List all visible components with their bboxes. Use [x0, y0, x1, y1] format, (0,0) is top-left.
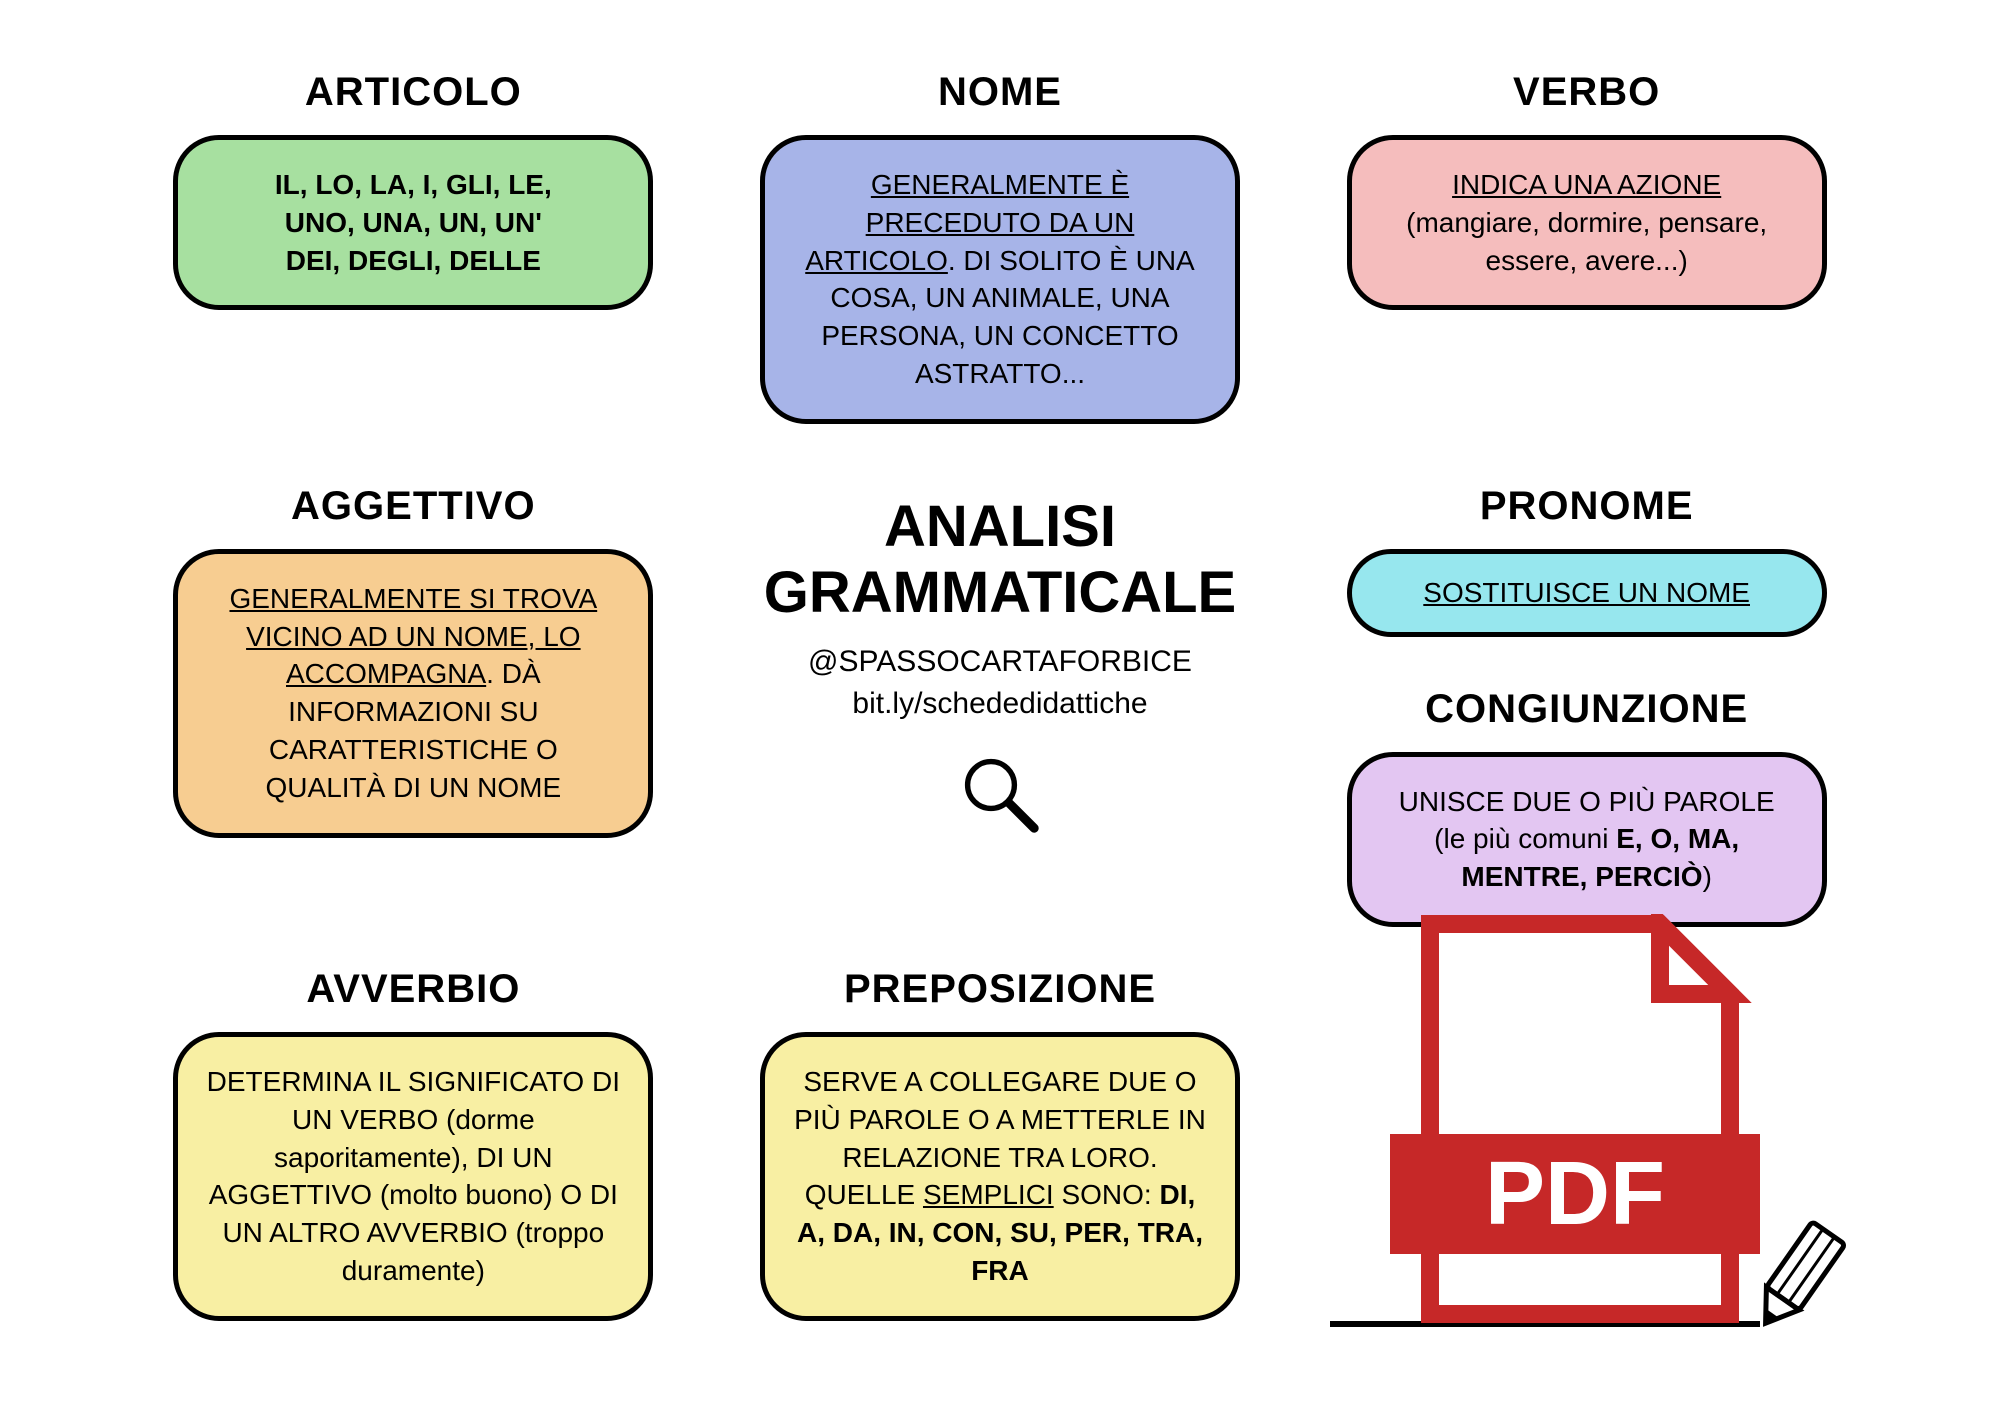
center-subtitle: @SPASSOCARTAFORBICE bit.ly/schededidatti… [808, 641, 1192, 725]
main-title: ANALISI GRAMMATICALE [764, 494, 1237, 627]
heading-congiunzione: CONGIUNZIONE [1425, 687, 1748, 732]
main-title-line1: ANALISI [764, 494, 1237, 561]
center-url: bit.ly/schededidattiche [808, 683, 1192, 725]
col-nome: NOME GENERALMENTE È PRECEDUTO DA UN ARTI… [737, 70, 1264, 424]
col-right-mid: PRONOME SOSTITUISCE UN NOME CONGIUNZIONE… [1323, 484, 1850, 927]
card-preposizione: SERVE A COLLEGARE DUE O PIÙ PAROLE O A M… [760, 1032, 1240, 1321]
col-articolo: ARTICOLO IL, LO, LA, I, GLI, LE, UNO, UN… [150, 70, 677, 310]
magnifier-icon [955, 749, 1045, 839]
pdf-label: PDF [1485, 1144, 1665, 1244]
preposizione-underlined: SEMPLICI [923, 1179, 1054, 1210]
card-pronome: SOSTITUISCE UN NOME [1347, 549, 1827, 637]
col-avverbio: AVVERBIO DETERMINA IL SIGNIFICATO DI UN … [150, 967, 677, 1321]
card-avverbio: DETERMINA IL SIGNIFICATO DI UN VERBO (do… [173, 1032, 653, 1321]
articolo-line2: UNO, UNA, UN, UN' [206, 204, 620, 242]
heading-nome: NOME [938, 70, 1062, 115]
heading-articolo: ARTICOLO [305, 70, 522, 115]
articolo-line1: IL, LO, LA, I, GLI, LE, [206, 166, 620, 204]
card-aggettivo: GENERALMENTE SI TROVA VICINO AD UN NOME,… [173, 549, 653, 838]
articolo-line3: DEI, DEGLI, DELLE [206, 242, 620, 280]
card-articolo: IL, LO, LA, I, GLI, LE, UNO, UNA, UN, UN… [173, 135, 653, 310]
main-title-line2: GRAMMATICALE [764, 560, 1237, 627]
heading-preposizione: PREPOSIZIONE [844, 967, 1156, 1012]
heading-aggettivo: AGGETTIVO [291, 484, 536, 529]
congiunzione-post: ) [1703, 861, 1712, 892]
col-preposizione: PREPOSIZIONE SERVE A COLLEGARE DUE O PIÙ… [737, 967, 1264, 1321]
card-congiunzione: UNISCE DUE O PIÙ PAROLE (le più comuni E… [1347, 752, 1827, 927]
card-verbo: INDICA UNA AZIONE (mangiare, dormire, pe… [1347, 135, 1827, 310]
col-aggettivo: AGGETTIVO GENERALMENTE SI TROVA VICINO A… [150, 484, 677, 838]
pdf-file-icon: PDF [1390, 914, 1760, 1334]
verbo-rest: (mangiare, dormire, pensare, essere, ave… [1380, 204, 1794, 280]
aggettivo-underlined: GENERALMENTE SI TROVA VICINO AD UN NOME,… [229, 583, 597, 690]
center-block: ANALISI GRAMMATICALE @SPASSOCARTAFORBICE… [737, 484, 1264, 839]
pronome-underlined: SOSTITUISCE UN NOME [1380, 574, 1794, 612]
heading-avverbio: AVVERBIO [306, 967, 520, 1012]
preposizione-mid: SONO: [1054, 1179, 1160, 1210]
col-verbo: VERBO INDICA UNA AZIONE (mangiare, dormi… [1323, 70, 1850, 310]
center-handle: @SPASSOCARTAFORBICE [808, 641, 1192, 683]
heading-pronome: PRONOME [1480, 484, 1694, 529]
card-nome: GENERALMENTE È PRECEDUTO DA UN ARTICOLO.… [760, 135, 1240, 424]
heading-verbo: VERBO [1513, 70, 1660, 115]
verbo-underlined: INDICA UNA AZIONE [1380, 166, 1794, 204]
avverbio-text: DETERMINA IL SIGNIFICATO DI UN VERBO (do… [207, 1066, 620, 1286]
